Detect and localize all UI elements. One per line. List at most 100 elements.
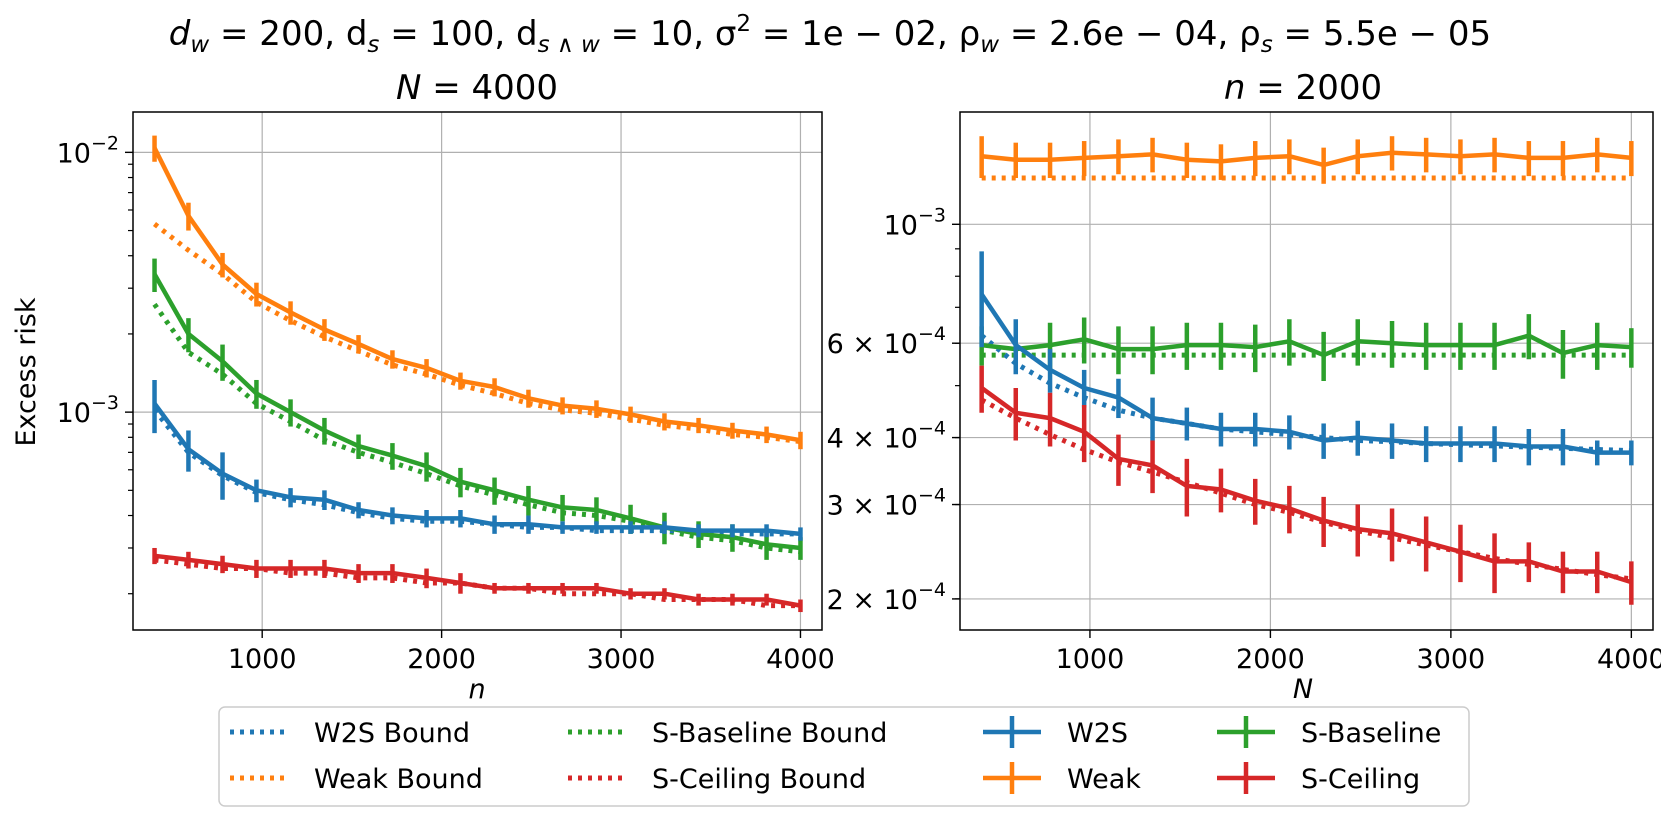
data-point-s-ceiling bbox=[663, 593, 666, 595]
x-tick-label: 1000 bbox=[1056, 644, 1125, 675]
bound-line-s-ceiling bbox=[980, 397, 1632, 582]
data-point-weak bbox=[1528, 157, 1530, 159]
data-point-w2s bbox=[425, 517, 428, 519]
series-line-w2s bbox=[979, 293, 1632, 455]
legend-label: W2S bbox=[1067, 718, 1128, 749]
series-line-s-ceiling bbox=[154, 553, 801, 608]
legend-entry-weak-bound: Weak Bound bbox=[230, 764, 483, 795]
data-point-weak bbox=[493, 386, 496, 388]
data-point-weak bbox=[1630, 157, 1632, 159]
data-point-w2s bbox=[187, 448, 190, 450]
data-point-s-ceiling bbox=[391, 572, 394, 574]
data-point-w2s bbox=[323, 499, 326, 501]
data-point-s-baseline bbox=[425, 465, 428, 467]
data-point-s-ceiling bbox=[1391, 532, 1393, 535]
data-point-weak bbox=[425, 367, 428, 369]
data-point-s-ceiling bbox=[187, 559, 190, 561]
data-point-w2s bbox=[1459, 442, 1462, 445]
data-point-s-baseline bbox=[1596, 344, 1598, 346]
data-point-weak bbox=[1425, 153, 1427, 156]
series-line-s-baseline bbox=[981, 333, 1632, 358]
data-point-weak bbox=[391, 358, 394, 360]
legend-label: S-Baseline Bound bbox=[652, 718, 887, 749]
x-tick-label: 4000 bbox=[1597, 644, 1661, 675]
data-point-w2s bbox=[1288, 431, 1290, 433]
data-point-w2s bbox=[1323, 439, 1325, 442]
x-tick-label: 3000 bbox=[1417, 644, 1486, 675]
legend-frame bbox=[218, 706, 1470, 807]
data-point-s-ceiling bbox=[629, 593, 632, 595]
data-point-w2s bbox=[981, 293, 983, 295]
data-point-weak bbox=[629, 413, 632, 416]
data-point-weak bbox=[981, 155, 983, 157]
data-point-s-ceiling bbox=[289, 567, 292, 570]
data-point-s-baseline bbox=[1220, 344, 1222, 346]
data-point-w2s bbox=[289, 496, 292, 498]
data-point-w2s bbox=[629, 526, 632, 529]
legend-entry-s-baseline-bound: S-Baseline Bound bbox=[568, 718, 887, 749]
data-point-s-baseline bbox=[799, 547, 802, 549]
data-point-weak bbox=[1049, 159, 1051, 161]
data-point-s-baseline bbox=[1391, 342, 1393, 344]
data-point-s-baseline bbox=[1528, 334, 1530, 337]
data-point-s-baseline bbox=[1562, 352, 1564, 354]
data-point-s-baseline bbox=[1493, 344, 1496, 346]
data-point-weak bbox=[1459, 155, 1462, 157]
data-point-w2s bbox=[1220, 428, 1222, 430]
x-tick-label: 4000 bbox=[766, 644, 835, 675]
figure-suptitle: dw = 200, ds = 100, ds ∧ w = 10, σ2 = 1e… bbox=[169, 11, 1491, 58]
data-point-weak bbox=[561, 404, 564, 407]
data-point-s-ceiling bbox=[1220, 488, 1222, 491]
data-point-s-baseline bbox=[1425, 344, 1427, 346]
data-point-s-ceiling bbox=[1186, 485, 1188, 487]
data-point-weak bbox=[255, 293, 258, 295]
data-point-w2s bbox=[765, 529, 768, 532]
data-point-weak bbox=[1015, 159, 1017, 161]
legend-entry-w2s: W2S bbox=[983, 716, 1128, 749]
x-tick-label: 1000 bbox=[228, 644, 297, 675]
data-point-weak bbox=[1083, 157, 1085, 159]
data-point-s-ceiling bbox=[595, 587, 598, 589]
data-point-weak bbox=[289, 311, 292, 314]
y-tick-label: 2 × 10−4 bbox=[827, 579, 946, 616]
data-point-w2s bbox=[1254, 428, 1256, 430]
data-point-s-baseline bbox=[153, 273, 156, 275]
data-point-weak bbox=[731, 429, 734, 432]
data-point-w2s bbox=[1083, 387, 1085, 389]
data-point-w2s bbox=[221, 472, 224, 475]
data-point-s-ceiling bbox=[1151, 464, 1154, 466]
y-tick-label: 3 × 10−4 bbox=[827, 485, 946, 522]
data-point-s-baseline bbox=[357, 445, 360, 447]
data-point-s-ceiling bbox=[1015, 412, 1017, 414]
data-point-weak bbox=[765, 433, 768, 436]
data-point-w2s bbox=[799, 533, 802, 535]
data-point-s-ceiling bbox=[1425, 541, 1427, 543]
data-point-weak bbox=[595, 408, 598, 410]
data-point-s-ceiling bbox=[1323, 519, 1325, 522]
data-point-weak bbox=[1117, 155, 1120, 157]
data-point-w2s bbox=[1562, 445, 1564, 448]
data-point-s-baseline bbox=[1288, 340, 1290, 342]
data-point-weak bbox=[1288, 155, 1290, 157]
data-point-w2s bbox=[663, 526, 666, 529]
plot-frame bbox=[959, 111, 1654, 631]
data-point-s-ceiling bbox=[1562, 570, 1564, 573]
bound-line-s-baseline bbox=[152, 302, 801, 555]
data-point-weak bbox=[1596, 153, 1598, 156]
plot-data bbox=[152, 135, 803, 613]
data-point-s-ceiling bbox=[459, 582, 462, 584]
data-point-s-ceiling bbox=[1049, 417, 1051, 419]
data-point-s-ceiling bbox=[493, 587, 496, 589]
data-point-weak bbox=[323, 328, 326, 331]
data-point-s-baseline bbox=[289, 411, 292, 413]
bound-line-w2s bbox=[152, 408, 801, 537]
legend-label: S-Ceiling Bound bbox=[652, 764, 866, 795]
data-point-s-baseline bbox=[527, 499, 530, 501]
data-point-s-baseline bbox=[459, 481, 462, 483]
data-point-s-ceiling bbox=[1288, 507, 1290, 510]
x-axis-label: n bbox=[468, 674, 485, 705]
legend-entry-s-ceiling-bound: S-Ceiling Bound bbox=[568, 764, 866, 795]
data-point-s-baseline bbox=[1083, 338, 1085, 340]
x-tick-label: 2000 bbox=[407, 644, 476, 675]
